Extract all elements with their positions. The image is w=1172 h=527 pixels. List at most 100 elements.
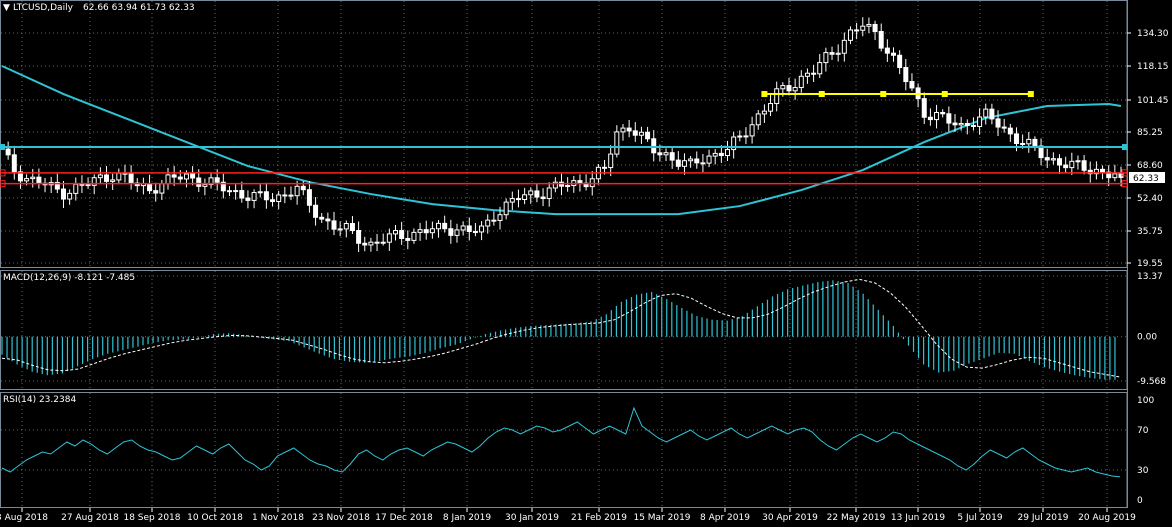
candle-body	[903, 67, 909, 83]
date-tick-label: 22 May 2019	[827, 513, 886, 523]
candle-body	[718, 152, 724, 157]
candle-body	[319, 216, 325, 220]
candle-body	[1001, 126, 1007, 129]
candle-body	[1100, 168, 1106, 173]
macd-tick-label: 13.37	[1137, 272, 1163, 282]
date-tick-label: 8 Jan 2019	[443, 513, 491, 523]
candle-body	[97, 174, 103, 179]
candle-body	[503, 201, 509, 216]
candle-body	[270, 199, 276, 203]
candle-body	[872, 23, 878, 32]
candle-body	[897, 54, 903, 69]
price-tick-label: 19.55	[1137, 259, 1163, 269]
time-axis[interactable]: 3 Aug 2018 27 Aug 2018 18 Sep 2018 10 Oct 2…	[0, 508, 1136, 523]
rsi-polyline	[1, 406, 1121, 478]
trendline-anchor	[1027, 91, 1034, 98]
candle-body	[362, 242, 368, 246]
trendline[interactable]	[761, 91, 1034, 98]
candle-body	[927, 116, 933, 121]
candle-body	[128, 173, 134, 184]
candle-body	[313, 204, 319, 218]
candle-body	[374, 241, 380, 244]
rsi-tick-label: 100	[1137, 396, 1154, 406]
candle-body	[417, 229, 423, 233]
support-anchor-left	[0, 180, 6, 188]
candle-body	[1063, 164, 1069, 169]
hline-anchor-right	[1122, 144, 1127, 151]
candle-body	[970, 124, 976, 127]
candle-body	[288, 194, 294, 197]
candle-body	[626, 127, 632, 132]
candle-body	[1007, 127, 1013, 135]
symbol-label: LTCUSD,Daily	[13, 3, 74, 13]
ma-polyline	[1, 65, 1122, 216]
candle-body	[460, 225, 466, 231]
candle-body	[5, 148, 11, 156]
candle-body	[602, 166, 608, 169]
candle-body	[669, 152, 675, 161]
candle-body	[823, 52, 829, 64]
candle-body	[725, 149, 731, 157]
candle-body	[17, 171, 23, 182]
candle-body	[552, 181, 558, 189]
candle-body	[835, 52, 841, 55]
candle-body	[515, 198, 521, 201]
candle-body	[54, 181, 60, 190]
symbol-menu-icon[interactable]: ▼	[3, 3, 10, 13]
candle-body	[491, 219, 497, 222]
candle-body	[841, 39, 847, 54]
candle-body	[276, 194, 282, 203]
date-tick-label: 17 Dec 2018	[375, 513, 433, 523]
candle-body	[196, 177, 202, 187]
candle-body	[1044, 157, 1050, 161]
candle-body	[675, 159, 681, 167]
candle-body	[964, 122, 970, 126]
support-zone[interactable]	[0, 169, 1128, 188]
candle-body	[786, 85, 792, 92]
candle-body	[854, 29, 860, 32]
rsi-tick-label: 30	[1137, 466, 1149, 476]
candle-body	[300, 185, 306, 191]
panel-frame	[0, 392, 1128, 508]
trendline-anchor	[941, 91, 948, 98]
candle-body	[792, 87, 798, 92]
candle-body	[245, 197, 251, 201]
candle-body	[11, 154, 17, 173]
candle-body	[651, 138, 657, 154]
candle-body	[24, 178, 30, 182]
horizontal-line[interactable]	[0, 144, 1127, 151]
candle-body	[251, 192, 257, 201]
date-tick-label: 1 Nov 2018	[252, 513, 304, 523]
candle-body	[608, 153, 614, 169]
candle-body	[60, 188, 66, 200]
candle-body	[755, 113, 761, 126]
price-tick-label: 134.30	[1137, 29, 1169, 39]
candle-body	[226, 190, 232, 193]
candle-body	[632, 130, 638, 136]
price-tick-label: 118.15	[1137, 62, 1169, 72]
date-tick-label: 13 Jun 2019	[891, 513, 945, 523]
current-price-label: 62.33	[1133, 174, 1159, 184]
candle-body	[946, 113, 952, 124]
candle-body	[399, 230, 405, 239]
rsi-tick-label: 70	[1137, 426, 1149, 436]
candle-body	[177, 176, 183, 180]
candle-body	[509, 198, 515, 203]
moving-average	[1, 65, 1122, 216]
candle-body	[995, 118, 1001, 128]
candle-body	[706, 155, 712, 164]
candle-body	[429, 228, 435, 234]
candle-body	[165, 174, 171, 185]
candles	[5, 17, 1124, 253]
candle-body	[681, 160, 687, 167]
price-axis[interactable]: 134.30 118.15 101.45 85.25 68.60 52.40 35.75 19…	[1127, 29, 1169, 506]
candle-body	[190, 173, 196, 179]
candle-body	[73, 183, 79, 194]
candle-body	[85, 184, 91, 187]
date-tick-label: 15 Mar 2019	[633, 513, 690, 523]
candle-body	[30, 176, 36, 180]
candle-body	[934, 111, 940, 121]
candle-body	[220, 181, 226, 192]
trendline-anchor	[761, 91, 768, 98]
